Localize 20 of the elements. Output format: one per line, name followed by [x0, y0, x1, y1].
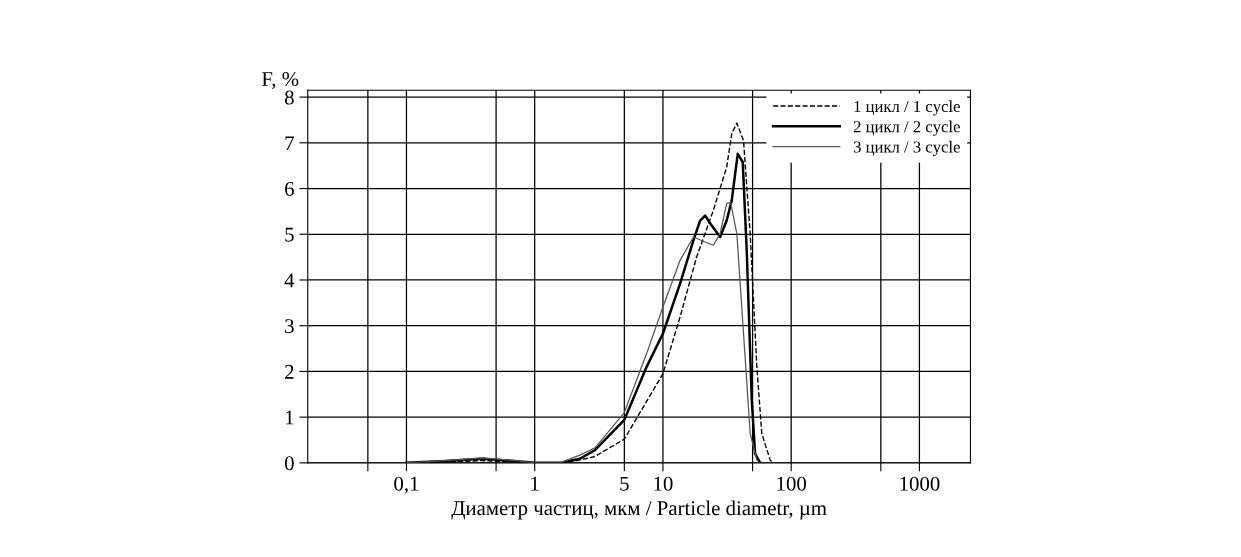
- x-axis-title: Диаметр частиц, мкм / Particle diametr, µm: [451, 500, 827, 520]
- y-tick-label: 1: [285, 410, 294, 425]
- y-tick-label: 3: [285, 319, 294, 334]
- y-tick-label: 6: [285, 181, 294, 196]
- y-tick-label: 0: [284, 456, 294, 471]
- y-axis-title: F, %: [261, 71, 299, 89]
- legend-label: 2 цикл / 2 cycle: [853, 120, 960, 136]
- x-tick-label: 100: [777, 476, 807, 491]
- x-tick-label: 5: [620, 476, 629, 491]
- y-tick-label: 2: [285, 364, 294, 379]
- x-tick-label: 1000: [900, 476, 940, 491]
- y-tick-label: 8: [284, 90, 294, 105]
- x-tick-label: 10: [654, 476, 673, 491]
- y-tick-label: 7: [285, 136, 294, 151]
- legend-label: 1 цикл / 1 cycle: [854, 100, 960, 116]
- y-tick-label: 5: [285, 227, 294, 242]
- x-tick-label: 0,1: [394, 476, 419, 494]
- x-tick-label: 1: [531, 476, 539, 491]
- y-tick-label: 4: [284, 273, 295, 288]
- legend-label: 3 цикл / 3 cycle: [853, 140, 960, 157]
